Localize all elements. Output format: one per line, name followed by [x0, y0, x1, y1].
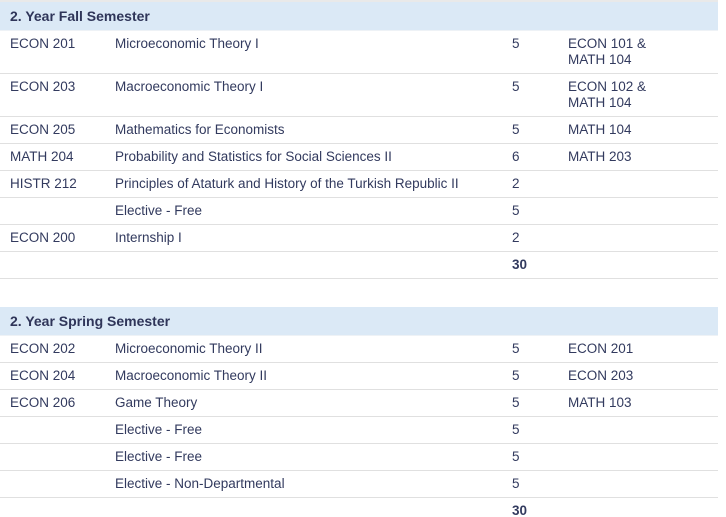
total-row-spacer: [0, 498, 115, 517]
course-row: Elective - Free 5: [0, 198, 719, 225]
course-row: ECON 202 Microeconomic Theory II 5 ECON …: [0, 336, 718, 363]
course-code: HISTR 212: [10, 176, 77, 191]
course-prerequisites: [568, 471, 718, 498]
course-prerequisites: [568, 417, 718, 444]
course-code: [0, 444, 115, 471]
course-prerequisites: ECON 102 & MATH 104: [568, 79, 647, 110]
spring-semester-header-row: 2. Year Spring Semester: [0, 307, 718, 336]
course-code: ECON 206: [10, 395, 76, 410]
course-credits: 5: [512, 476, 520, 491]
course-title: Probability and Statistics for Social Sc…: [115, 149, 392, 164]
course-title: Elective - Non-Departmental: [115, 476, 285, 491]
course-code: [0, 198, 115, 225]
course-title: Principles of Ataturk and History of the…: [115, 176, 459, 191]
course-prerequisites: MATH 203: [568, 149, 632, 164]
course-credits: 6: [512, 149, 520, 164]
course-row: Elective - Free 5: [0, 444, 718, 471]
course-title: Macroeconomic Theory II: [115, 368, 268, 383]
course-code: ECON 203: [10, 79, 76, 94]
course-row: Elective - Free 5: [0, 417, 718, 444]
course-prerequisites: [568, 225, 718, 252]
course-row: Elective - Non-Departmental 5: [0, 471, 718, 498]
course-credits: 2: [512, 176, 520, 191]
total-row: 30: [0, 498, 718, 517]
total-row: 30: [0, 252, 719, 279]
total-credits: 30: [512, 503, 528, 517]
course-code: ECON 202: [10, 341, 76, 356]
course-prerequisites: ECON 101 & MATH 104: [568, 36, 647, 67]
course-prerequisites: ECON 201: [568, 341, 634, 356]
course-code: ECON 204: [10, 368, 76, 383]
course-code: ECON 200: [10, 230, 76, 245]
course-title: Elective - Free: [115, 422, 203, 437]
course-credits: 2: [512, 230, 520, 245]
course-credits: 5: [512, 368, 520, 383]
course-credits: 5: [512, 449, 520, 464]
course-code: ECON 205: [10, 122, 76, 137]
spring-semester-table: 2. Year Spring Semester ECON 202 Microec…: [0, 307, 718, 517]
course-title: Elective - Free: [115, 203, 203, 218]
fall-semester-header-row: 2. Year Fall Semester: [0, 2, 719, 31]
course-code: ECON 201: [10, 36, 76, 51]
course-credits: 5: [512, 122, 520, 137]
course-row: ECON 205 Mathematics for Economists 5 MA…: [0, 117, 719, 144]
course-prerequisites: ECON 203: [568, 368, 634, 383]
total-credits: 30: [512, 257, 528, 272]
total-row-spacer: [568, 498, 718, 517]
course-row: ECON 203 Macroeconomic Theory I 5 ECON 1…: [0, 74, 719, 117]
course-prerequisites: [568, 198, 718, 225]
course-row: ECON 204 Macroeconomic Theory II 5 ECON …: [0, 363, 718, 390]
fall-semester-title: 2. Year Fall Semester: [0, 2, 719, 31]
course-title: Microeconomic Theory I: [115, 36, 259, 51]
fall-semester-table: 2. Year Fall Semester ECON 201 Microecon…: [0, 2, 719, 279]
course-title: Mathematics for Economists: [115, 122, 285, 137]
total-row-spacer: [115, 252, 512, 279]
course-row: ECON 206 Game Theory 5 MATH 103: [0, 390, 718, 417]
course-title: Game Theory: [115, 395, 198, 410]
course-row: MATH 204 Probability and Statistics for …: [0, 144, 719, 171]
spring-semester-title: 2. Year Spring Semester: [0, 307, 718, 336]
course-credits: 5: [512, 79, 520, 94]
course-row: HISTR 212 Principles of Ataturk and Hist…: [0, 171, 719, 198]
course-credits: 5: [512, 395, 520, 410]
course-prerequisites: MATH 103: [568, 395, 632, 410]
course-prerequisites: [568, 171, 718, 198]
top-divider: [0, 0, 718, 2]
course-prerequisites: [568, 444, 718, 471]
course-title: Internship I: [115, 230, 182, 245]
course-code: [0, 471, 115, 498]
course-title: Microeconomic Theory II: [115, 341, 263, 356]
course-credits: 5: [512, 203, 520, 218]
course-credits: 5: [512, 422, 520, 437]
total-row-spacer: [115, 498, 512, 517]
total-row-spacer: [568, 252, 718, 279]
course-code: MATH 204: [10, 149, 74, 164]
course-title: Elective - Free: [115, 449, 203, 464]
course-title: Macroeconomic Theory I: [115, 79, 264, 94]
course-row: ECON 200 Internship I 2: [0, 225, 719, 252]
total-row-spacer: [0, 252, 115, 279]
course-credits: 5: [512, 341, 520, 356]
course-code: [0, 417, 115, 444]
course-row: ECON 201 Microeconomic Theory I 5 ECON 1…: [0, 31, 719, 74]
course-prerequisites: MATH 104: [568, 122, 632, 137]
course-credits: 5: [512, 36, 520, 51]
